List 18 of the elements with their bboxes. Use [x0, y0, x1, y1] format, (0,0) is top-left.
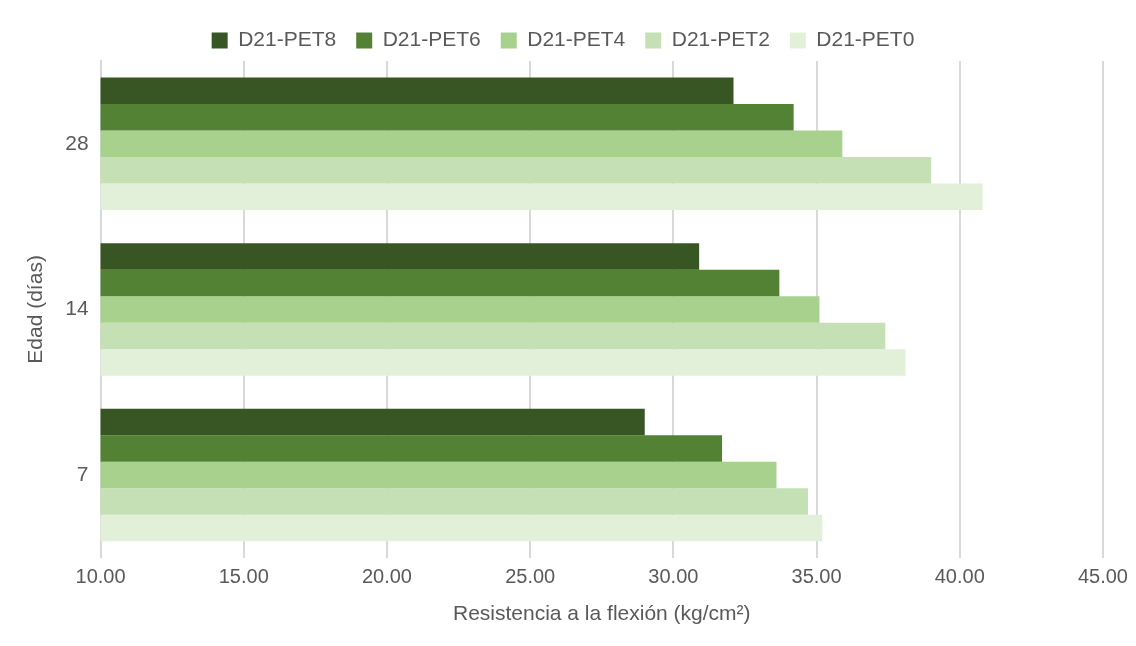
y-tick-label: 7 [76, 461, 89, 485]
legend-label: D21-PET2 [671, 27, 770, 51]
x-tick-label: 35.00 [791, 565, 842, 588]
x-tick-label: 15.00 [218, 565, 269, 588]
legend-label: D21-PET0 [816, 27, 915, 51]
y-axis-title: Edad (días) [23, 255, 47, 364]
y-tick-label: 14 [65, 296, 89, 320]
y-tick-label: 28 [65, 130, 89, 154]
x-tick-label: 40.00 [934, 565, 985, 588]
x-axis-title: Resistencia a la flexión (kg/cm²) [452, 601, 751, 625]
x-tick-label: 30.00 [648, 565, 699, 588]
legend-label: D21-PET4 [527, 27, 626, 51]
x-tick-label: 25.00 [505, 565, 556, 588]
legend-label: D21-PET8 [238, 27, 337, 51]
legend-label: D21-PET6 [382, 27, 481, 51]
x-tick-label: 45.00 [1077, 565, 1129, 588]
x-tick-label: 10.00 [75, 565, 126, 588]
x-tick-label: 20.00 [361, 565, 412, 588]
